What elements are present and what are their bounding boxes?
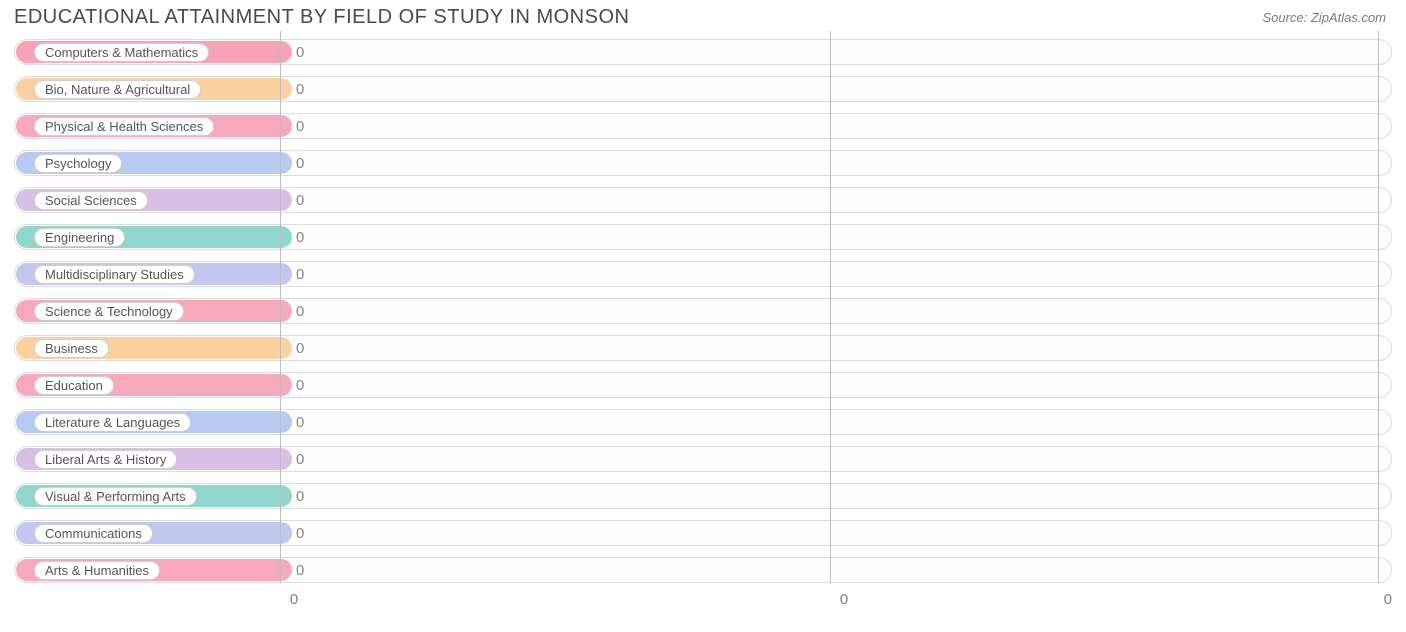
bar-row: Multidisciplinary Studies 0 bbox=[14, 261, 1392, 287]
category-label: Visual & Performing Arts bbox=[34, 487, 197, 506]
value-label: 0 bbox=[296, 44, 304, 61]
x-tick-label: 0 bbox=[290, 591, 298, 608]
value-label: 0 bbox=[296, 118, 304, 135]
bar-row: Communications 0 bbox=[14, 520, 1392, 546]
bar-row: Psychology 0 bbox=[14, 150, 1392, 176]
category-label: Education bbox=[34, 376, 114, 395]
grid-line bbox=[830, 31, 831, 583]
bar-row: Education 0 bbox=[14, 372, 1392, 398]
value-label: 0 bbox=[296, 229, 304, 246]
value-label: 0 bbox=[296, 562, 304, 579]
x-tick-label: 0 bbox=[840, 591, 848, 608]
value-label: 0 bbox=[296, 414, 304, 431]
chart-header: EDUCATIONAL ATTAINMENT BY FIELD OF STUDY… bbox=[0, 0, 1406, 31]
bars-container: Computers & Mathematics0Bio, Nature & Ag… bbox=[14, 39, 1392, 583]
bar-row: Literature & Languages 0 bbox=[14, 409, 1392, 435]
value-label: 0 bbox=[296, 192, 304, 209]
bar-row: Liberal Arts & History 0 bbox=[14, 446, 1392, 472]
category-label: Computers & Mathematics bbox=[34, 43, 209, 62]
value-label: 0 bbox=[296, 303, 304, 320]
bar-row: Arts & Humanities 0 bbox=[14, 557, 1392, 583]
category-label: Multidisciplinary Studies bbox=[34, 265, 195, 284]
x-axis: 0 0 0 bbox=[14, 589, 1392, 619]
value-label: 0 bbox=[296, 377, 304, 394]
bar-row: Engineering 0 bbox=[14, 224, 1392, 250]
category-label: Psychology bbox=[34, 154, 122, 173]
category-label: Social Sciences bbox=[34, 191, 148, 210]
value-label: 0 bbox=[296, 525, 304, 542]
category-label: Liberal Arts & History bbox=[34, 450, 177, 469]
source-attribution: Source: ZipAtlas.com bbox=[1262, 6, 1386, 25]
category-label: Arts & Humanities bbox=[34, 561, 160, 580]
bar-row: Computers & Mathematics 0 bbox=[14, 39, 1392, 65]
chart-area: Computers & Mathematics0Bio, Nature & Ag… bbox=[0, 31, 1406, 619]
category-label: Bio, Nature & Agricultural bbox=[34, 80, 201, 99]
category-label: Literature & Languages bbox=[34, 413, 191, 432]
x-tick-label: 0 bbox=[1384, 591, 1392, 608]
bar-row: Visual & Performing Arts 0 bbox=[14, 483, 1392, 509]
bar-row: Business 0 bbox=[14, 335, 1392, 361]
value-label: 0 bbox=[296, 451, 304, 468]
value-label: 0 bbox=[296, 488, 304, 505]
grid-line bbox=[1378, 31, 1379, 583]
category-label: Science & Technology bbox=[34, 302, 184, 321]
bar-row: Science & Technology 0 bbox=[14, 298, 1392, 324]
value-label: 0 bbox=[296, 81, 304, 98]
value-label: 0 bbox=[296, 155, 304, 172]
bar-row: Bio, Nature & Agricultural 0 bbox=[14, 76, 1392, 102]
category-label: Business bbox=[34, 339, 109, 358]
bar-row: Physical & Health Sciences 0 bbox=[14, 113, 1392, 139]
value-label: 0 bbox=[296, 266, 304, 283]
chart-title: EDUCATIONAL ATTAINMENT BY FIELD OF STUDY… bbox=[14, 6, 629, 29]
grid-line bbox=[280, 31, 281, 583]
bar-row: Social Sciences 0 bbox=[14, 187, 1392, 213]
category-label: Communications bbox=[34, 524, 153, 543]
value-label: 0 bbox=[296, 340, 304, 357]
category-label: Physical & Health Sciences bbox=[34, 117, 214, 136]
category-label: Engineering bbox=[34, 228, 125, 247]
